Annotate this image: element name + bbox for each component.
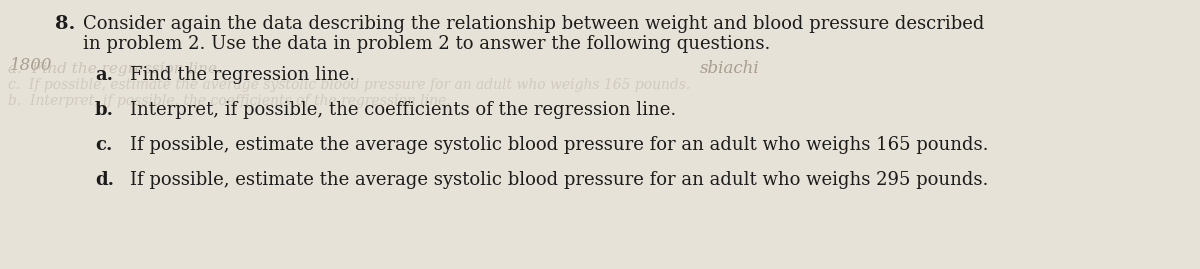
Text: in problem 2. Use the data in problem 2 to answer the following questions.: in problem 2. Use the data in problem 2 …	[83, 35, 770, 53]
Text: Consider again the data describing the relationship between weight and blood pre: Consider again the data describing the r…	[83, 15, 984, 33]
Text: b.  Interpret, if possible, the coefficients of the regression line.: b. Interpret, if possible, the coefficie…	[8, 94, 451, 108]
Text: 8.: 8.	[55, 15, 76, 33]
Text: 1800: 1800	[10, 57, 53, 74]
Text: a.  Find the regression line.: a. Find the regression line.	[8, 62, 222, 76]
Text: sbiachi: sbiachi	[700, 60, 760, 77]
Text: If possible, estimate the average systolic blood pressure for an adult who weigh: If possible, estimate the average systol…	[130, 136, 989, 154]
Text: c.: c.	[95, 136, 113, 154]
Text: a.: a.	[95, 66, 113, 84]
Text: b.: b.	[95, 101, 114, 119]
Text: If possible, estimate the average systolic blood pressure for an adult who weigh: If possible, estimate the average systol…	[130, 171, 989, 189]
Text: d.: d.	[95, 171, 114, 189]
Text: Find the regression line.: Find the regression line.	[130, 66, 355, 84]
Text: c.  If possible, estimate the average systolic blood pressure for an adult who w: c. If possible, estimate the average sys…	[8, 78, 690, 92]
Text: Interpret, if possible, the coefficients of the regression line.: Interpret, if possible, the coefficients…	[130, 101, 677, 119]
